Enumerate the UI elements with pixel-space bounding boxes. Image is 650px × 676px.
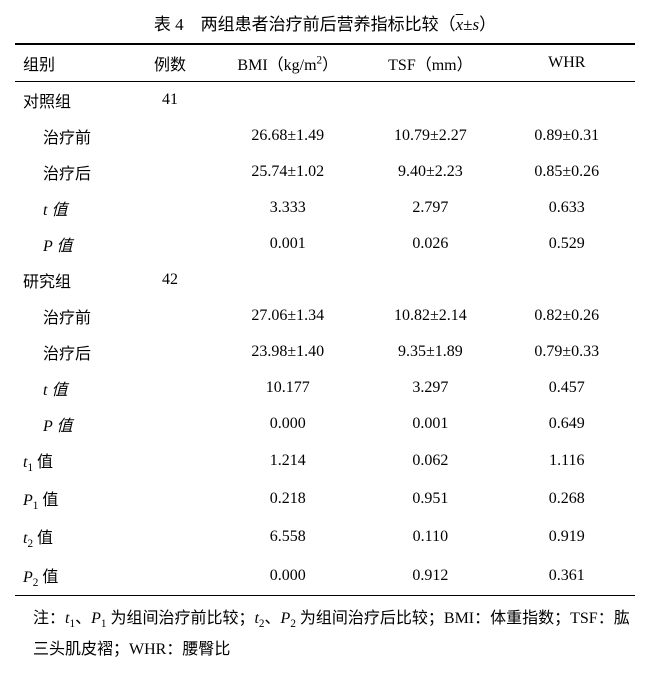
t1-whr: 1.116 — [499, 442, 635, 480]
p1-label: P1 值 — [15, 480, 127, 518]
table-row: t 值 3.333 2.797 0.633 — [15, 190, 635, 226]
col-group: 组别 — [15, 44, 127, 82]
g2-p-label: P 值 — [15, 406, 127, 442]
t2-label: t2 值 — [15, 518, 127, 556]
table-footnote: 注：t1、P1 为组间治疗前比较；t2、P2 为组间治疗后比较；BMI：体重指数… — [15, 604, 635, 666]
table-row: 对照组 41 — [15, 82, 635, 119]
t1-label: t1 值 — [15, 442, 127, 480]
table-caption: 表 4 两组患者治疗前后营养指标比较（x±s） — [15, 10, 635, 35]
g1-pre-label: 治疗前 — [15, 118, 127, 154]
g1-pre-whr: 0.89±0.31 — [499, 118, 635, 154]
col-n: 例数 — [127, 44, 214, 82]
table-row: P 值 0.001 0.026 0.529 — [15, 226, 635, 262]
g1-p-bmi: 0.001 — [213, 226, 362, 262]
g2-p-tsf: 0.001 — [362, 406, 498, 442]
p2-whr: 0.361 — [499, 557, 635, 596]
header-row: 组别 例数 BMI（kg/m2） TSF（mm） WHR — [15, 44, 635, 82]
group2-name: 研究组 — [15, 262, 127, 298]
t2-whr: 0.919 — [499, 518, 635, 556]
g2-pre-bmi: 27.06±1.34 — [213, 298, 362, 334]
p2-tsf: 0.912 — [362, 557, 498, 596]
g2-p-whr: 0.649 — [499, 406, 635, 442]
t2-tsf: 0.110 — [362, 518, 498, 556]
group1-n: 41 — [127, 82, 214, 119]
table-row: 研究组 42 — [15, 262, 635, 298]
caption-text: 两组患者治疗前后营养指标比较 — [201, 15, 439, 34]
group1-name: 对照组 — [15, 82, 127, 119]
g1-post-bmi: 25.74±1.02 — [213, 154, 362, 190]
t1-tsf: 0.062 — [362, 442, 498, 480]
g2-t-bmi: 10.177 — [213, 370, 362, 406]
g1-pre-bmi: 26.68±1.49 — [213, 118, 362, 154]
g1-post-whr: 0.85±0.26 — [499, 154, 635, 190]
p2-label: P2 值 — [15, 557, 127, 596]
g1-t-whr: 0.633 — [499, 190, 635, 226]
table-row: P1 值 0.218 0.951 0.268 — [15, 480, 635, 518]
g1-post-tsf: 9.40±2.23 — [362, 154, 498, 190]
col-whr: WHR — [499, 44, 635, 82]
g2-t-label: t 值 — [15, 370, 127, 406]
table-row: 治疗后 23.98±1.40 9.35±1.89 0.79±0.33 — [15, 334, 635, 370]
table-row: 治疗前 26.68±1.49 10.79±2.27 0.89±0.31 — [15, 118, 635, 154]
g2-post-label: 治疗后 — [15, 334, 127, 370]
g1-t-tsf: 2.797 — [362, 190, 498, 226]
table-row: P 值 0.000 0.001 0.649 — [15, 406, 635, 442]
col-tsf: TSF（mm） — [362, 44, 498, 82]
g1-p-whr: 0.529 — [499, 226, 635, 262]
g1-pre-tsf: 10.79±2.27 — [362, 118, 498, 154]
t1-bmi: 1.214 — [213, 442, 362, 480]
table-row: 治疗后 25.74±1.02 9.40±2.23 0.85±0.26 — [15, 154, 635, 190]
table-row: t1 值 1.214 0.062 1.116 — [15, 442, 635, 480]
g1-post-label: 治疗后 — [15, 154, 127, 190]
g2-t-whr: 0.457 — [499, 370, 635, 406]
table-row: P2 值 0.000 0.912 0.361 — [15, 557, 635, 596]
g2-t-tsf: 3.297 — [362, 370, 498, 406]
g2-post-tsf: 9.35±1.89 — [362, 334, 498, 370]
g1-p-label: P 值 — [15, 226, 127, 262]
table-row: t 值 10.177 3.297 0.457 — [15, 370, 635, 406]
g2-post-bmi: 23.98±1.40 — [213, 334, 362, 370]
p2-bmi: 0.000 — [213, 557, 362, 596]
g1-p-tsf: 0.026 — [362, 226, 498, 262]
g2-pre-whr: 0.82±0.26 — [499, 298, 635, 334]
g1-t-label: t 值 — [15, 190, 127, 226]
g2-pre-tsf: 10.82±2.14 — [362, 298, 498, 334]
p1-tsf: 0.951 — [362, 480, 498, 518]
col-bmi: BMI（kg/m2） — [213, 44, 362, 82]
g2-pre-label: 治疗前 — [15, 298, 127, 334]
table-row: t2 值 6.558 0.110 0.919 — [15, 518, 635, 556]
nutrition-table: 组别 例数 BMI（kg/m2） TSF（mm） WHR 对照组 41 治疗前 … — [15, 43, 635, 596]
table-row: 治疗前 27.06±1.34 10.82±2.14 0.82±0.26 — [15, 298, 635, 334]
caption-prefix: 表 4 — [154, 15, 184, 34]
group2-n: 42 — [127, 262, 214, 298]
t2-bmi: 6.558 — [213, 518, 362, 556]
g2-post-whr: 0.79±0.33 — [499, 334, 635, 370]
p1-bmi: 0.218 — [213, 480, 362, 518]
g2-p-bmi: 0.000 — [213, 406, 362, 442]
g1-t-bmi: 3.333 — [213, 190, 362, 226]
p1-whr: 0.268 — [499, 480, 635, 518]
